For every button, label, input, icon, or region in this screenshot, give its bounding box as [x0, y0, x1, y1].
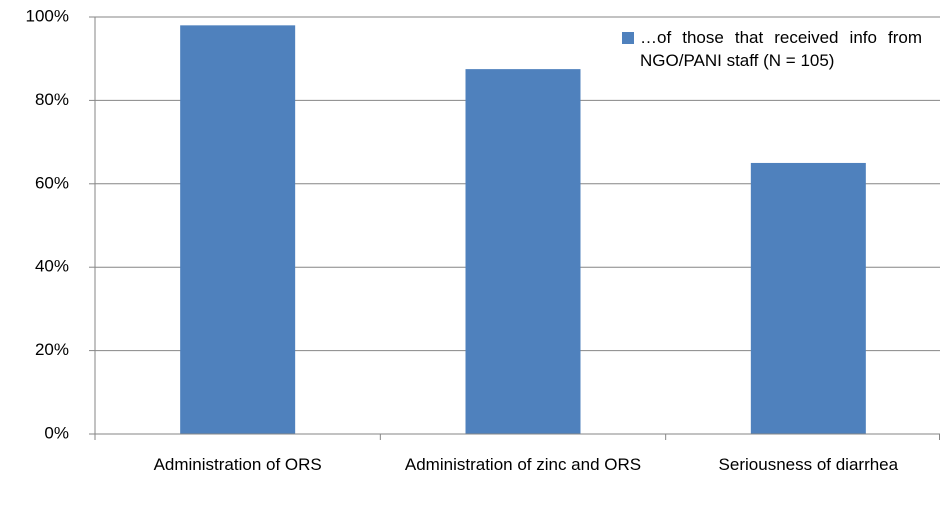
y-tick-label: 20% — [35, 340, 69, 359]
bar — [750, 162, 866, 434]
y-tick-label: 80% — [35, 90, 69, 109]
legend-swatch — [622, 32, 634, 44]
x-tick-label: Administration of zinc and ORS — [404, 455, 642, 474]
x-tick-label: Administration of ORS — [153, 455, 322, 474]
x-label-box: Administration of zinc and ORS — [404, 455, 642, 474]
x-label-box: Seriousness of diarrhea — [718, 455, 899, 474]
legend-label: …of those that received info from NGO/PA… — [640, 28, 922, 70]
bar — [465, 69, 581, 434]
bar — [180, 25, 296, 435]
y-tick-label: 100% — [26, 6, 69, 25]
x-tick-label: Seriousness of diarrhea — [718, 455, 899, 474]
y-tick-label: 0% — [44, 423, 69, 442]
legend-box: …of those that received info from NGO/PA… — [640, 28, 922, 70]
y-tick-label: 40% — [35, 257, 69, 276]
x-label-box: Administration of ORS — [153, 455, 322, 474]
y-tick-label: 60% — [35, 173, 69, 192]
